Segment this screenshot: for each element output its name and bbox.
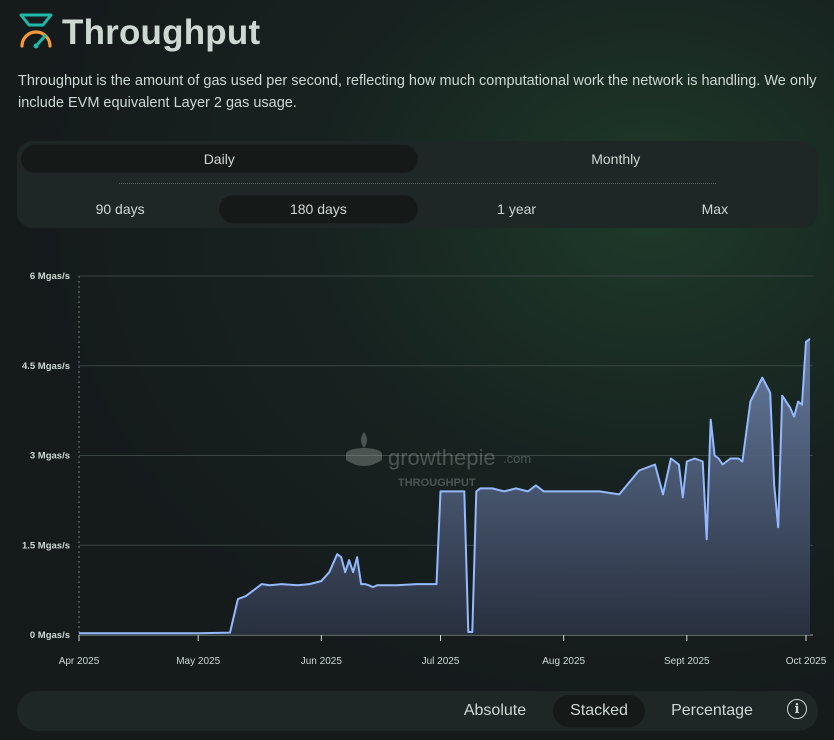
x-axis: Apr 2025 May 2025 Jun 2025 Jul 2025 Aug 2025… xyxy=(59,635,827,667)
tab-90-days[interactable]: 90 days xyxy=(95,201,145,217)
tab-daily[interactable]: Daily xyxy=(21,145,418,173)
tab-monthly[interactable]: Monthly xyxy=(591,151,641,167)
x-tick-label: Aug 2025 xyxy=(542,656,585,667)
x-tick-label: May 2025 xyxy=(176,656,220,667)
pie-logo-icon xyxy=(346,432,382,466)
watermark-subtitle: THROUGHPUT xyxy=(398,477,476,489)
info-icon[interactable]: i xyxy=(787,699,807,719)
mode-stacked[interactable]: Stacked xyxy=(553,695,645,727)
mode-percentage[interactable]: Percentage xyxy=(671,702,753,719)
page-description: Throughput is the amount of gas used per… xyxy=(18,73,817,111)
tab-max[interactable]: Max xyxy=(701,201,729,217)
divider xyxy=(119,183,716,184)
timeframe-selector: Daily Monthly 90 days 180 days 1 year Ma… xyxy=(17,141,818,228)
mode-absolute[interactable]: Absolute xyxy=(463,702,527,719)
watermark-brand: growthepie xyxy=(388,445,496,470)
y-axis: 0 Mgas/s 1.5 Mgas/s 3 Mgas/s 4.5 Mgas/s 6 Mg… xyxy=(22,271,70,641)
throughput-chart: growthepie .com THROUGHPUT 0 Mgas/s 1.5 M… xyxy=(22,271,827,667)
series-area xyxy=(79,338,810,635)
x-tick-label: Sept 2025 xyxy=(664,656,710,667)
page-title: Throughput xyxy=(62,13,261,52)
page-header: Throughput xyxy=(18,12,260,54)
y-tick-label: 6 Mgas/s xyxy=(30,271,70,282)
y-tick-label: 3 Mgas/s xyxy=(30,451,70,462)
x-tick-label: Jun 2025 xyxy=(301,656,343,667)
throughput-gauge-icon xyxy=(19,13,53,49)
y-tick-label: 1.5 Mgas/s xyxy=(22,540,70,551)
tab-1-year[interactable]: 1 year xyxy=(497,201,537,217)
display-mode-bar: Absolute Stacked Percentage i xyxy=(17,691,818,731)
y-tick-label: 4.5 Mgas/s xyxy=(22,361,70,372)
range-tabs: 90 days 180 days 1 year Max xyxy=(21,195,814,223)
x-tick-label: Jul 2025 xyxy=(422,656,460,667)
x-tick-label: Oct 2025 xyxy=(786,656,827,667)
x-tick-label: Apr 2025 xyxy=(59,656,100,667)
interval-tabs: Daily Monthly xyxy=(21,145,814,173)
watermark-suffix: .com xyxy=(503,451,531,466)
series-line xyxy=(79,338,811,635)
y-tick-label: 0 Mgas/s xyxy=(30,630,70,641)
tab-180-days[interactable]: 180 days xyxy=(219,195,418,223)
watermark: growthepie .com THROUGHPUT xyxy=(346,432,531,489)
